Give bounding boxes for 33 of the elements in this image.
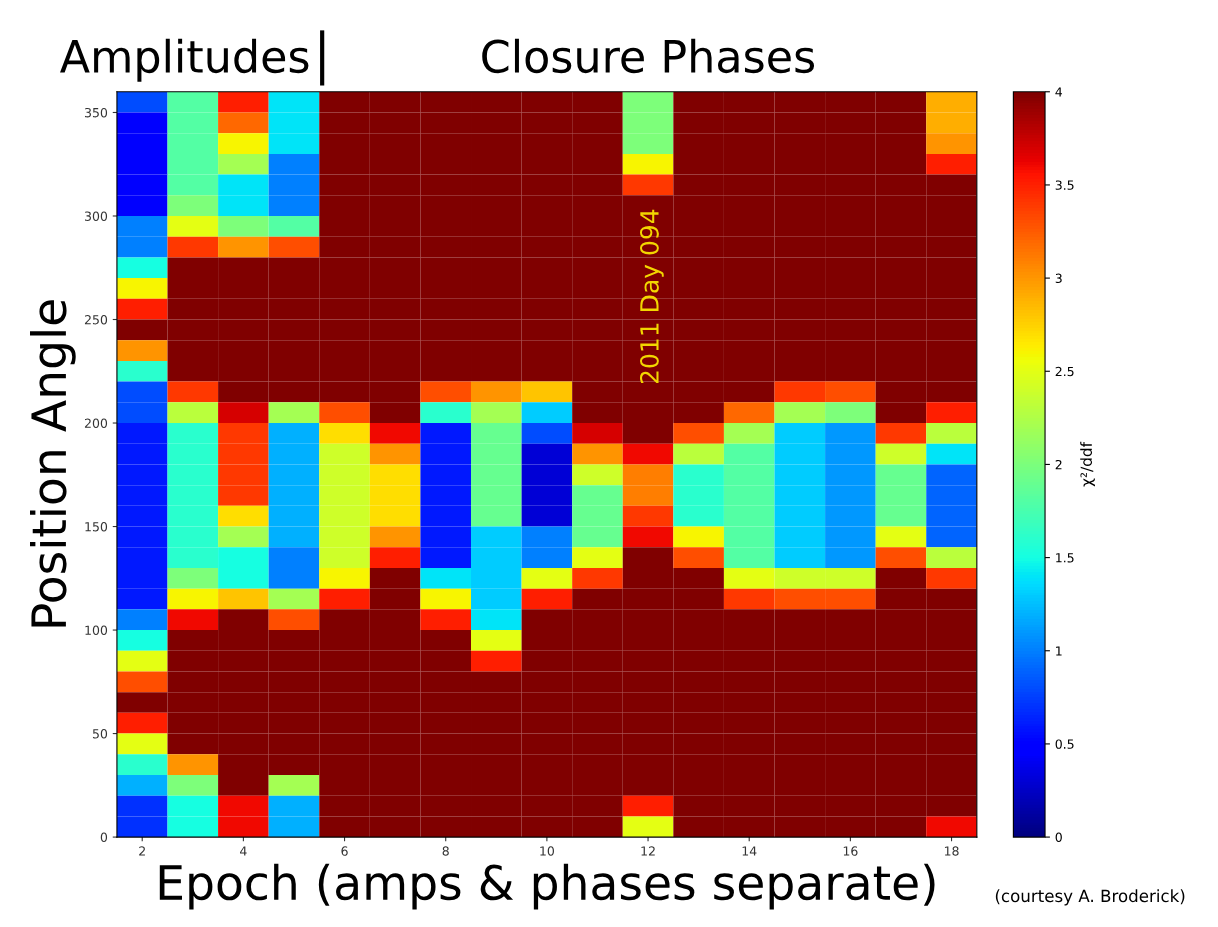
x-tick-label: 18 — [944, 846, 959, 856]
color-bar-label: 3.5 — [1055, 180, 1074, 190]
y-tick-label: 350 — [84, 107, 108, 118]
color-bar-label: 2 — [1055, 459, 1062, 470]
y-tick-label: 200 — [84, 418, 108, 428]
y-tick-label: 150 — [85, 522, 108, 532]
x-tick-label: 14 — [742, 846, 757, 856]
x-tick-label: 10 — [540, 846, 554, 856]
y-tick-label: 50 — [92, 729, 108, 739]
text: Amplitudes — [60, 38, 309, 82]
y-tick-label: 0 — [100, 832, 108, 843]
x-tick-label: 6 — [341, 846, 348, 856]
annotation: 2011 Day 094 — [639, 209, 664, 384]
x-tick-label: 12 — [641, 846, 655, 856]
y-tick-label: 100 — [85, 625, 108, 635]
x-tick-label: 2 — [139, 846, 145, 856]
color-bar-label: 2.5 — [1055, 366, 1074, 377]
text: (courtesy A. Broderick) — [995, 889, 1185, 906]
color-bar-title: χ²/ddf — [1080, 441, 1095, 487]
y-tick-label: 250 — [84, 314, 108, 325]
x-tick-label: 16 — [843, 846, 858, 856]
color-bar-label: 1.5 — [1056, 553, 1074, 563]
x-axis-title: Epoch (amps & phases separate) — [159, 863, 935, 910]
y-tick-label: 300 — [84, 211, 108, 221]
x-tick-label: 4 — [240, 846, 247, 856]
color-bar-label: 4 — [1055, 87, 1063, 97]
color-bar-label: 3 — [1055, 273, 1062, 284]
y-axis-title: Position Angle — [30, 300, 76, 627]
color-bar-label: 1 — [1056, 646, 1062, 656]
x-tick-label: 8 — [442, 846, 449, 856]
color-bar-label: 0 — [1055, 832, 1062, 843]
text: Closure Phases — [482, 38, 815, 74]
color-bar-label: 0.5 — [1055, 739, 1074, 749]
